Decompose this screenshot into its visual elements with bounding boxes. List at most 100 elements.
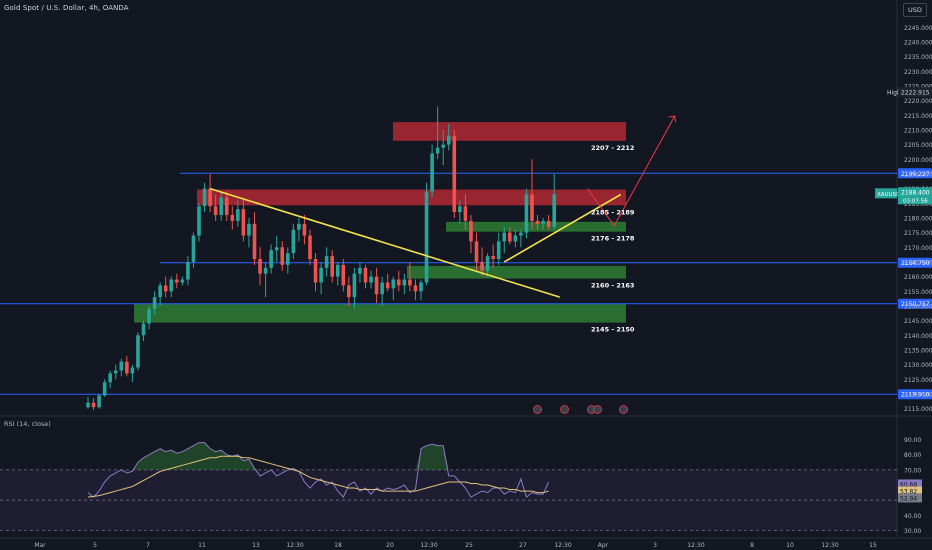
time-tick-label: 12:30 [821, 542, 838, 549]
rsi-panel [0, 442, 897, 531]
zone-label: 2176 - 2178 [591, 235, 635, 243]
candle-body [419, 282, 423, 292]
candle-body [530, 194, 534, 221]
horizontal-levels [0, 172, 897, 395]
level-price-tag [898, 168, 932, 179]
candle-body [385, 282, 390, 289]
price-tick-label: 2225.000 [904, 83, 932, 90]
demand-zone [446, 221, 626, 232]
price-tick-label: 2235.000 [904, 54, 932, 61]
candle-body [291, 229, 296, 254]
candle-body [186, 261, 190, 280]
rsi-overbought-fill [88, 442, 549, 470]
candle-body [163, 285, 168, 292]
candle-body [213, 206, 218, 216]
candle-body [86, 402, 90, 408]
economic-event-icon[interactable] [560, 405, 569, 414]
candle-body [435, 147, 440, 154]
rsi-tick-label: 40.00 [904, 513, 921, 520]
time-tick-label: 10 [786, 542, 794, 549]
candle-body [524, 194, 529, 233]
projection-arrow [587, 115, 676, 227]
time-axis: Mar 5 7 11 13 12:30 18 20 12:30 25 27 12:30 Apr 3 12:3… [34, 542, 877, 549]
candle-body [513, 235, 518, 242]
candle-body [158, 285, 162, 298]
zones [134, 122, 626, 323]
candle-body [269, 250, 273, 268]
current-price-tag [898, 187, 932, 205]
candle-body [519, 232, 523, 236]
candle-body [119, 361, 124, 371]
zone-labels: 2207 - 2212 2185 - 2189 2176 - 2178 2160 - … [591, 144, 635, 334]
candle-body [152, 297, 157, 309]
level-price-label: 2164.750 [901, 260, 930, 267]
level-price-label: 2195.227 [901, 171, 930, 178]
economic-event-icon[interactable] [533, 405, 542, 414]
current-price-value: 2188.400 [901, 189, 930, 196]
price-axis: 2195.227 2164.750 2150.757 2119.910 2115.000… [875, 25, 932, 535]
candle-body [286, 253, 290, 265]
price-tick-label: 2240.000 [904, 39, 932, 46]
candle-body [274, 247, 279, 251]
economic-event-icon[interactable] [619, 405, 628, 414]
price-tick-label: 2170.000 [904, 245, 932, 252]
price-tick-label: 2195.000 [904, 171, 932, 178]
price-tick-label: 2135.000 [904, 347, 932, 354]
candle-body [508, 232, 512, 242]
price-tick-label: 2130.000 [904, 362, 932, 369]
candle-body [108, 373, 112, 383]
candle-body [263, 267, 268, 274]
rsi-value-label: 52.94 [900, 495, 917, 502]
economic-event-icon[interactable] [593, 405, 602, 414]
rsi-tick-label: 80.00 [904, 452, 921, 459]
price-tick-label: 2175.000 [904, 230, 932, 237]
rsi-band [0, 469, 897, 531]
level-price-label: 2119.910 [901, 392, 930, 399]
trendline [503, 193, 622, 263]
candle-body [97, 395, 101, 408]
price-tick-label: 2155.000 [904, 289, 932, 296]
zone-label: 2185 - 2189 [591, 208, 635, 216]
candle-body [169, 279, 174, 292]
candle-body [197, 206, 201, 236]
rsi-value-label: 53.82 [900, 489, 917, 496]
candle-body [546, 220, 551, 227]
candle-body [258, 259, 262, 274]
candles [86, 106, 556, 411]
price-tick-label: 2120.000 [904, 391, 932, 398]
level-price-tag [898, 257, 932, 268]
time-tick-label: 20 [386, 542, 394, 549]
candle-body [402, 279, 407, 286]
time-tick-label: 12:30 [420, 542, 437, 549]
candle-body [358, 267, 362, 274]
time-tick-label: 3 [653, 542, 657, 549]
price-tick-label: 2180.000 [904, 215, 932, 222]
price-tick-label: 2210.000 [904, 127, 932, 134]
candle-body [191, 235, 196, 262]
price-tick-label: 2150.000 [904, 303, 932, 310]
candle-body [397, 279, 401, 286]
candle-body [141, 323, 146, 336]
time-tick-label: 11 [198, 542, 206, 549]
candle-body [413, 285, 418, 292]
candle-body [91, 402, 96, 408]
candle-body [136, 335, 140, 368]
zone-label: 2207 - 2212 [591, 144, 634, 152]
candle-body [491, 256, 495, 260]
high-price-tag [898, 87, 932, 98]
time-tick-label: 8 [750, 542, 754, 549]
candle-body [208, 188, 212, 207]
candle-body [380, 282, 384, 295]
price-tick-label: 2200.000 [904, 157, 932, 164]
projection-arrowhead [668, 115, 677, 123]
trendlines [209, 115, 677, 298]
rsi-value-tag [898, 486, 922, 496]
candle-body [297, 223, 301, 230]
price-tick-label: 2245.000 [904, 25, 932, 32]
currency-button[interactable]: USD [903, 3, 927, 17]
candle-body [224, 197, 229, 216]
time-tick-label: Mar [34, 542, 46, 549]
candle-body [441, 144, 445, 148]
candle-body [130, 367, 135, 374]
candle-body [341, 264, 346, 286]
